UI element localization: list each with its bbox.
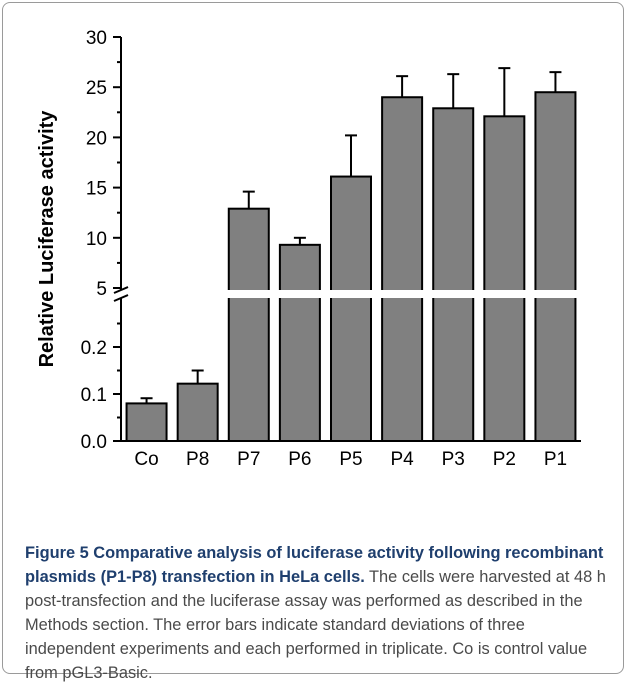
bar-Co xyxy=(125,402,168,442)
x-tick-label-P8: P8 xyxy=(186,449,209,470)
y-tick-label-0.2: 0.2 xyxy=(81,338,107,359)
bar-P4 xyxy=(381,96,424,443)
caption-title: Figure 5 Comparative analysis of lucifer… xyxy=(25,544,604,586)
x-tick-label-P5: P5 xyxy=(339,449,362,470)
axis-break-mark-upper xyxy=(113,286,129,294)
y-tick-label-20: 20 xyxy=(86,128,107,149)
y-tick-label-0.1: 0.1 xyxy=(81,385,107,406)
bar-P5 xyxy=(330,175,372,442)
x-tick-label-P3: P3 xyxy=(442,449,465,470)
x-tick-label-Co: Co xyxy=(134,449,158,470)
y-tick-label-10: 10 xyxy=(86,229,107,250)
bar-P2 xyxy=(483,115,526,442)
bar-P6 xyxy=(278,243,321,442)
axis-break-mark-lower xyxy=(113,294,129,302)
axis-break-band xyxy=(122,290,582,298)
x-tick-label-P7: P7 xyxy=(237,449,260,470)
y-axis-label: Relative Luciferase activity xyxy=(36,110,58,368)
y-tick-label-15: 15 xyxy=(86,179,107,200)
figure-caption: Figure 5 Comparative analysis of lucifer… xyxy=(25,541,617,685)
y-tick-label-30: 30 xyxy=(86,28,107,49)
bar-P8 xyxy=(176,382,219,443)
y-tick-label-0.0: 0.0 xyxy=(81,432,107,453)
x-tick-label-P2: P2 xyxy=(493,449,516,470)
y-tick-label-5: 5 xyxy=(96,279,107,300)
y-tick-label-25: 25 xyxy=(86,78,107,99)
bar-P3 xyxy=(432,107,475,442)
bar-chart: Co P8 P7 P6 P5 P4 P3 P2 P1 0.0 0.1 0.2 5 10 15 20 25 30 Re… xyxy=(36,28,582,470)
bar-P7 xyxy=(227,207,270,442)
caption-body: The cells were harvested at 48 h post-tr… xyxy=(25,568,606,682)
x-tick-label-P4: P4 xyxy=(390,449,414,470)
x-tick-label-P6: P6 xyxy=(288,449,311,470)
x-tick-label-P1: P1 xyxy=(544,449,567,470)
bar-P1 xyxy=(534,91,577,442)
